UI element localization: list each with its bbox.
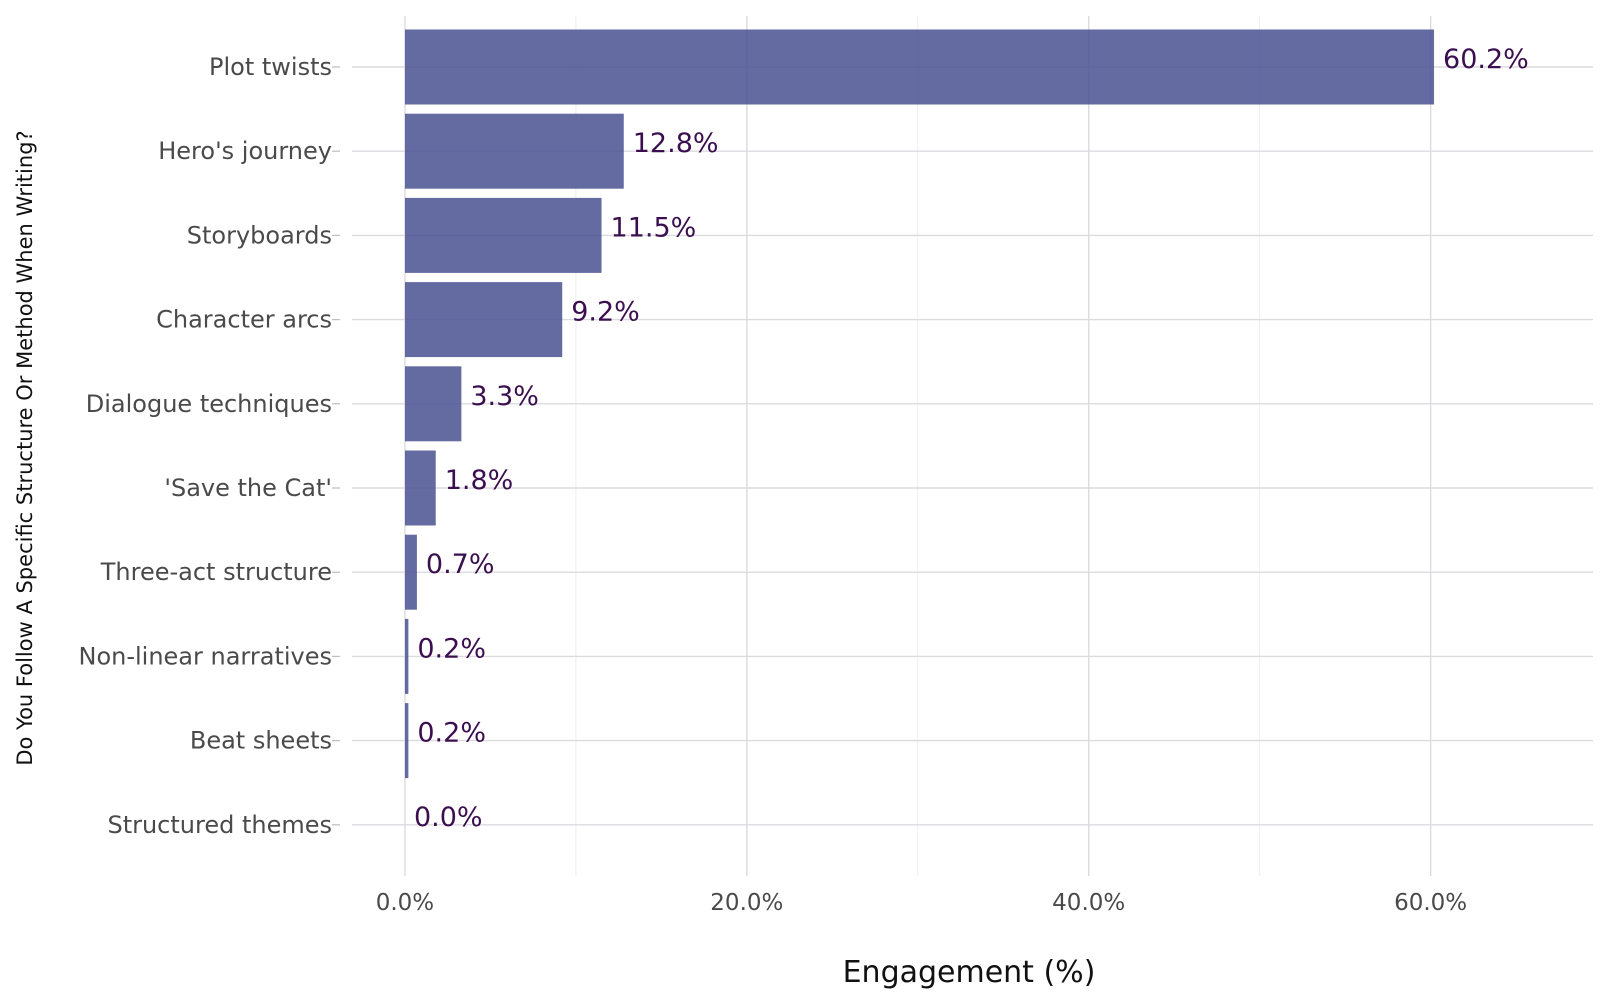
bar-value-label: 12.8% [633, 128, 719, 159]
bar [404, 282, 563, 358]
category-label: Plot twists [209, 53, 332, 81]
bar-value-label: 60.2% [1443, 44, 1529, 75]
bar [404, 29, 1435, 105]
bar [404, 450, 436, 526]
x-axis-title: Engagement (%) [843, 955, 1096, 990]
category-label: Non-linear narratives [78, 642, 332, 670]
category-label: Character arcs [156, 306, 332, 334]
bar-value-label: 3.3% [470, 381, 539, 412]
bar-value-label: 0.0% [414, 802, 483, 833]
bar-value-label: 0.7% [426, 549, 495, 580]
bar-value-label: 0.2% [417, 633, 486, 664]
x-tick-label: 0.0% [376, 890, 434, 916]
bar [404, 366, 462, 442]
bar-layer [404, 29, 1435, 779]
category-label: 'Save the Cat' [164, 474, 332, 502]
category-label: Hero's journey [158, 137, 332, 165]
bar [404, 197, 602, 273]
category-label: Beat sheets [190, 727, 332, 755]
category-label: Three-act structure [100, 558, 332, 586]
bar [404, 618, 409, 694]
x-tick-label: 20.0% [710, 890, 783, 916]
x-tick-label: 60.0% [1394, 890, 1467, 916]
bar-value-label: 0.2% [417, 718, 486, 749]
category-label: Dialogue techniques [86, 390, 332, 418]
category-label: Storyboards [187, 221, 332, 249]
bar [404, 703, 409, 779]
bar-value-label: 9.2% [571, 297, 640, 328]
y-axis-title: Do You Follow A Specific Structure Or Me… [13, 130, 37, 765]
axis-layer: Plot twists Hero's journey Storyboards Char… [78, 53, 1467, 916]
x-tick-label: 40.0% [1052, 890, 1125, 916]
bar-value-label: 11.5% [611, 212, 697, 243]
label-layer: 60.2% 12.8% 11.5% 9.2% 3.3% 1.8% 0.7% 0.2% 0.2% 0… [414, 44, 1529, 833]
category-label: Structured themes [107, 811, 332, 839]
bar [404, 534, 417, 610]
bar-value-label: 1.8% [445, 465, 514, 496]
bar [404, 113, 624, 189]
